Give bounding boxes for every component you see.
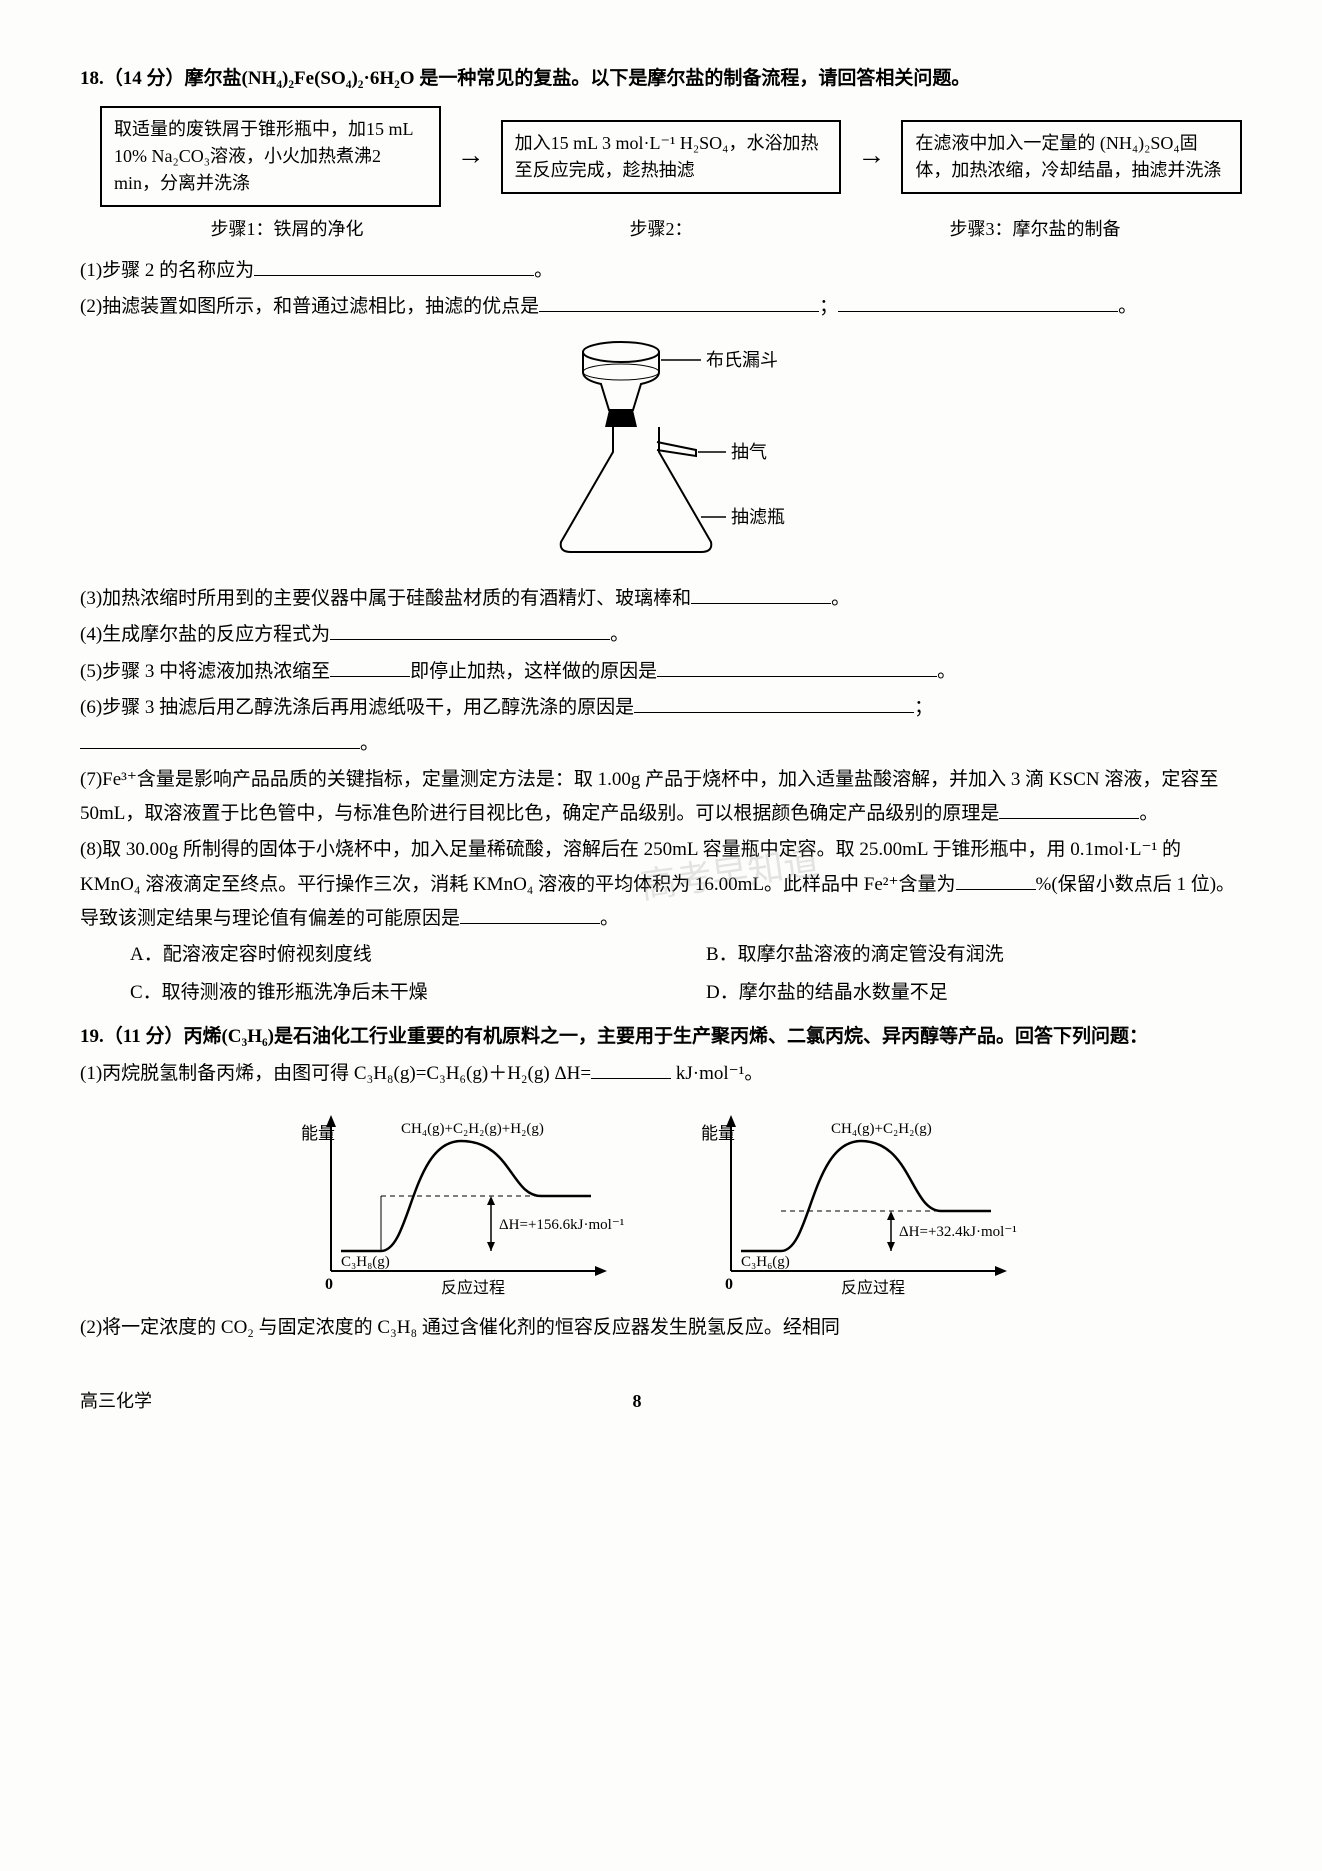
svg-text:0: 0 xyxy=(725,1276,733,1293)
blank xyxy=(539,290,819,312)
energy-chart-2: 能量 CH₄(g)+C₂H₂(g) C₃H₆(g) ΔH=+32.4kJ·mol… xyxy=(691,1101,1031,1301)
q18-options: A．配溶液定容时俯视刻度线 B．取摩尔盐溶液的滴定管没有润洗 C．取待测液的锥形… xyxy=(130,938,1242,1010)
c1-xlabel: 反应过程 xyxy=(441,1278,505,1297)
filtration-figure: 布氏漏斗 抽气 抽滤瓶 xyxy=(80,332,1242,574)
footer-left: 高三化学 xyxy=(80,1385,152,1417)
c2-xlabel: 反应过程 xyxy=(841,1278,905,1297)
blank xyxy=(999,797,1139,819)
q18-sub5a-text: (5)步骤 3 中将滤液加热浓缩至 xyxy=(80,661,330,682)
step-labels-row: 步骤1：铁屑的净化 步骤2： 步骤3：摩尔盐的制备 xyxy=(100,213,1222,245)
c1-dh: ΔH=+156.6kJ·mol⁻¹ xyxy=(499,1217,624,1233)
step1-label: 步骤1：铁屑的净化 xyxy=(100,213,474,245)
arrow-icon: → xyxy=(851,131,891,181)
step2-label: 步骤2： xyxy=(474,213,848,245)
page-footer: 高三化学 8 xyxy=(80,1385,1242,1417)
blank xyxy=(657,655,937,677)
q19-sub1: (1)丙烷脱氢制备丙烯，由图可得 C₃H₈(g)=C₃H₆(g)＋H₂(g) Δ… xyxy=(80,1057,1242,1091)
q18-sub3: (3)加热浓缩时所用到的主要仪器中属于硅酸盐材质的有酒精灯、玻璃棒和。 xyxy=(80,582,1242,616)
blank xyxy=(838,290,1118,312)
svg-text:0: 0 xyxy=(325,1276,333,1293)
flow-box-1: 取适量的废铁屑于锥形瓶中，加15 mL 10% Na₂CO₃溶液，小火加热煮沸2… xyxy=(100,106,441,207)
q18-sub7: (7)Fe³⁺含量是影响产品品质的关键指标，定量测定方法是：取 1.00g 产品… xyxy=(80,763,1242,831)
c1-bottom: C₃H₈(g) xyxy=(341,1254,390,1270)
q18-sub3-text: (3)加热浓缩时所用到的主要仪器中属于硅酸盐材质的有酒精灯、玻璃棒和 xyxy=(80,588,691,609)
energy-charts: 能量 CH₄(g)+C₂H₂(g)+H₂(g) C₃H₈(g) ΔH=+156.… xyxy=(80,1101,1242,1301)
blank xyxy=(460,902,600,924)
label-air: 抽气 xyxy=(731,442,767,462)
flow-box-3: 在滤液中加入一定量的 (NH₄)₂SO₄固体，加热浓缩，冷却结晶，抽滤并洗涤 xyxy=(901,120,1242,194)
blank xyxy=(591,1057,671,1079)
q18-sub2: (2)抽滤装置如图所示，和普通过滤相比，抽滤的优点是；。 xyxy=(80,290,1242,324)
c2-top: CH₄(g)+C₂H₂(g) xyxy=(831,1121,932,1137)
q19-header: 19.（11 分）丙烯(C₃H₆)是石油化工行业重要的有机原料之一，主要用于生产… xyxy=(80,1020,1242,1054)
q18-sub5: (5)步骤 3 中将滤液加热浓缩至即停止加热，这样做的原因是。 xyxy=(80,655,1242,689)
q18-sub5b-text: 即停止加热，这样做的原因是 xyxy=(410,661,657,682)
blank xyxy=(634,691,914,713)
blank xyxy=(691,582,831,604)
blank xyxy=(330,618,610,640)
label-funnel: 布氏漏斗 xyxy=(706,350,778,370)
q19-sub1a-text: (1)丙烷脱氢制备丙烯，由图可得 C₃H₈(g)=C₃H₆(g)＋H₂(g) Δ… xyxy=(80,1063,591,1084)
q18-sub8: (8)取 30.00g 所制得的固体于小烧杯中，加入足量稀硫酸，溶解后在 250… xyxy=(80,833,1242,936)
arrow-icon: → xyxy=(451,131,491,181)
blank xyxy=(80,727,360,749)
opt-a: A．配溶液定容时俯视刻度线 xyxy=(130,938,666,972)
step3-label: 步骤3：摩尔盐的制备 xyxy=(848,213,1222,245)
q18-sub4-text: (4)生成摩尔盐的反应方程式为 xyxy=(80,624,330,645)
c1-top: CH₄(g)+C₂H₂(g)+H₂(g) xyxy=(401,1121,544,1137)
opt-b: B．取摩尔盐溶液的滴定管没有润洗 xyxy=(706,938,1242,972)
opt-c: C．取待测液的锥形瓶洗净后未干燥 xyxy=(130,976,666,1010)
footer-page: 8 xyxy=(633,1385,642,1417)
q18-sub6-text: (6)步骤 3 抽滤后用乙醇洗涤后再用滤纸吸干，用乙醇洗涤的原因是 xyxy=(80,697,634,718)
c2-bottom: C₃H₆(g) xyxy=(741,1254,790,1270)
q18-sub6-blank2: 。 xyxy=(80,727,1242,761)
c2-dh: ΔH=+32.4kJ·mol⁻¹ xyxy=(899,1224,1017,1240)
flow-box-2: 加入15 mL 3 mol·L⁻¹ H₂SO₄，水浴加热至反应完成，趁热抽滤 xyxy=(501,120,842,194)
q19-sub2-text: (2)将一定浓度的 CO₂ 与固定浓度的 C₃H₈ 通过含催化剂的恒容反应器发生… xyxy=(80,1317,840,1338)
q18-sub6: (6)步骤 3 抽滤后用乙醇洗涤后再用滤纸吸干，用乙醇洗涤的原因是； xyxy=(80,691,1242,725)
blank xyxy=(254,254,534,276)
label-flask: 抽滤瓶 xyxy=(731,507,785,527)
q18-header: 18.（14 分）摩尔盐(NH₄)₂Fe(SO₄)₂·6H₂O 是一种常见的复盐… xyxy=(80,62,1242,96)
q18-sub1: (1)步骤 2 的名称应为。 xyxy=(80,254,1242,288)
energy-chart-1: 能量 CH₄(g)+C₂H₂(g)+H₂(g) C₃H₈(g) ΔH=+156.… xyxy=(291,1101,631,1301)
blank xyxy=(330,655,410,677)
flow-diagram: 取适量的废铁屑于锥形瓶中，加15 mL 10% Na₂CO₃溶液，小火加热煮沸2… xyxy=(100,106,1242,207)
q19-sub2: (2)将一定浓度的 CO₂ 与固定浓度的 C₃H₈ 通过含催化剂的恒容反应器发生… xyxy=(80,1311,1242,1345)
c1-ylabel: 能量 xyxy=(301,1124,335,1143)
q18-sub2-text: (2)抽滤装置如图所示，和普通过滤相比，抽滤的优点是 xyxy=(80,296,539,317)
q19-sub1b-text: kJ·mol⁻¹。 xyxy=(676,1063,764,1084)
q18-sub4: (4)生成摩尔盐的反应方程式为。 xyxy=(80,618,1242,652)
q18-sub1-text: (1)步骤 2 的名称应为 xyxy=(80,260,254,281)
c2-ylabel: 能量 xyxy=(701,1124,735,1143)
blank xyxy=(956,868,1036,890)
opt-d: D．摩尔盐的结晶水数量不足 xyxy=(706,976,1242,1010)
